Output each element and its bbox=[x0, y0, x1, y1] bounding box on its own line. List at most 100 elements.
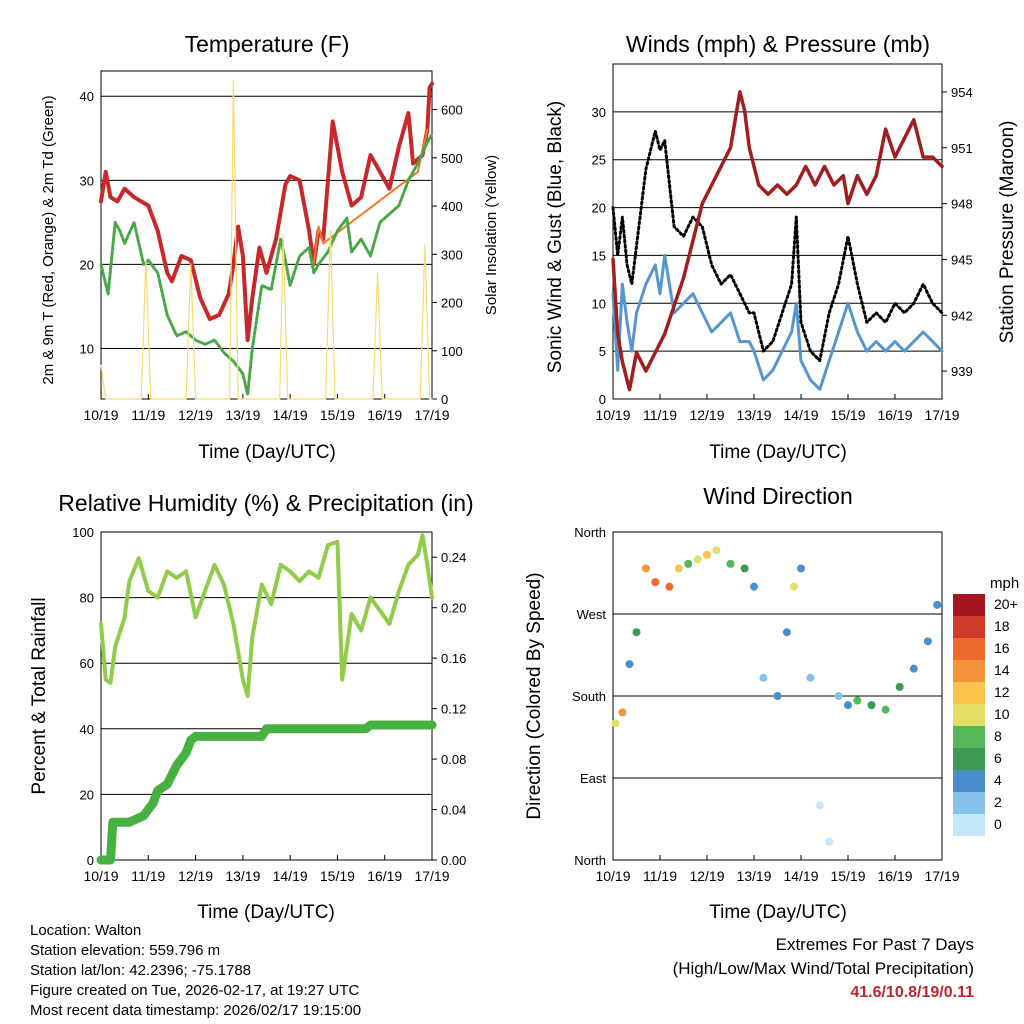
c0-y2tick-label: 0 bbox=[441, 392, 448, 407]
c3-dir-point bbox=[909, 664, 918, 673]
c3-dir-point bbox=[844, 701, 852, 710]
colorbar-label: 4 bbox=[994, 772, 1002, 788]
c0-ytick-label: 40 bbox=[80, 89, 94, 104]
figure-created: Figure created on Tue, 2026-02-17, at 19… bbox=[30, 982, 360, 999]
c2-ytick-label: 20 bbox=[80, 787, 94, 802]
c0-xtick-label: 13/19 bbox=[225, 407, 260, 423]
c0-xtick-label: 15/19 bbox=[320, 407, 355, 423]
c1-xtick-label: 13/19 bbox=[736, 407, 771, 423]
colorbar-label: 20+ bbox=[994, 596, 1018, 612]
c3-dir-point bbox=[740, 564, 749, 573]
c1-xtick-label: 17/19 bbox=[924, 407, 959, 423]
c3-dir-point bbox=[834, 692, 843, 700]
c3-xtick-label: 15/19 bbox=[830, 868, 865, 884]
c0-2m-t-line bbox=[99, 81, 434, 343]
c3-dir-point bbox=[825, 837, 834, 846]
winds-plot-frame bbox=[612, 63, 943, 400]
c3-dir-point bbox=[712, 546, 721, 555]
c1-ytick-label: 15 bbox=[592, 248, 606, 263]
extremes-values: 41.6/10.8/19/0.11 bbox=[850, 984, 974, 1001]
c3-dir-point bbox=[782, 628, 791, 637]
c3-xtick-label: 14/19 bbox=[783, 868, 818, 884]
c0-y2tick-label: 600 bbox=[441, 103, 463, 118]
c3-dir-point bbox=[867, 701, 876, 710]
c3-dir-point bbox=[618, 708, 627, 717]
c0-xtick-label: 11/19 bbox=[131, 407, 165, 423]
colorbar-label: 2 bbox=[994, 794, 1002, 810]
c3-dir-point bbox=[651, 578, 660, 587]
temperature-panel: Temperature (F) 2m & 9m T (Red, Orange) … bbox=[40, 31, 500, 463]
humidity-panel: Relative Humidity (%) & Precipitation (i… bbox=[29, 490, 474, 923]
c2-xtick-label: 16/19 bbox=[367, 868, 402, 884]
c3-dir-point bbox=[806, 673, 815, 682]
colorbar-swatch bbox=[953, 748, 985, 770]
c3-xtick-label: 11/19 bbox=[643, 868, 677, 884]
c1-ytick-label: 20 bbox=[592, 201, 606, 216]
c3-dir-point bbox=[789, 582, 798, 591]
colorbar-label: 8 bbox=[994, 728, 1002, 744]
c3-dir-point bbox=[895, 682, 904, 691]
c1-xtick-label: 14/19 bbox=[783, 407, 818, 423]
c3-dir-point bbox=[797, 564, 805, 573]
c3-dir-point bbox=[726, 559, 735, 568]
c3-dir-point bbox=[773, 692, 782, 700]
c0-2m-td-line bbox=[99, 132, 434, 397]
colorbar-label: 10 bbox=[994, 706, 1010, 722]
c2-y2tick-label: 0.20 bbox=[441, 601, 466, 616]
c3-dir-point bbox=[611, 719, 620, 728]
direction-title: Wind Direction bbox=[703, 483, 853, 509]
c3-dir-point bbox=[632, 628, 641, 637]
c2-xtick-label: 11/19 bbox=[131, 868, 165, 884]
temperature-xlabel: Time (Day/UTC) bbox=[198, 442, 336, 463]
c3-dir-point bbox=[665, 582, 674, 591]
c0-9m-t-line bbox=[312, 128, 429, 266]
c3-xtick-label: 16/19 bbox=[877, 868, 912, 884]
c0-solar-insolation-line bbox=[100, 80, 433, 400]
direction-xlabel: Time (Day/UTC) bbox=[709, 902, 847, 923]
c1-station-pressure-line bbox=[611, 90, 944, 392]
c2-y2tick-label: 0.04 bbox=[441, 803, 466, 818]
c1-xtick-label: 15/19 bbox=[830, 407, 865, 423]
c1-ytick-label: 10 bbox=[592, 296, 606, 311]
extremes-subtitle: (High/Low/Max Wind/Total Precipitation) bbox=[672, 959, 974, 978]
c1-ytick-label: 25 bbox=[592, 153, 606, 168]
colorbar-swatch bbox=[953, 638, 985, 660]
colorbar-swatch bbox=[953, 616, 985, 638]
station-elevation: Station elevation: 559.796 m bbox=[30, 942, 221, 959]
colorbar-swatch bbox=[953, 726, 985, 748]
c2-y2tick-label: 0.24 bbox=[441, 550, 466, 565]
humidity-xlabel: Time (Day/UTC) bbox=[197, 902, 335, 923]
c0-xtick-label: 17/19 bbox=[414, 407, 449, 423]
c0-y2tick-label: 200 bbox=[441, 296, 463, 311]
c2-xtick-label: 12/19 bbox=[178, 868, 213, 884]
colorbar-label: 12 bbox=[994, 684, 1010, 700]
colorbar-label: 6 bbox=[994, 750, 1002, 766]
colorbar-title: mph bbox=[990, 575, 1019, 592]
extremes-title: Extremes For Past 7 Days bbox=[775, 935, 974, 954]
direction-ylabel-left: Direction (Colored By Speed) bbox=[524, 572, 545, 819]
c3-dir-point bbox=[641, 564, 650, 573]
c2-y2tick-label: 0.00 bbox=[441, 853, 466, 868]
c3-xtick-label: 13/19 bbox=[736, 868, 771, 884]
c0-ytick-label: 10 bbox=[80, 342, 94, 357]
c3-dir-point bbox=[625, 660, 634, 669]
data-timestamp: Most recent data timestamp: 2026/02/17 1… bbox=[30, 1002, 362, 1019]
c1-xtick-label: 11/19 bbox=[643, 407, 677, 423]
colorbar-swatch bbox=[953, 594, 985, 616]
c2-ytick-label: 100 bbox=[72, 525, 94, 540]
c0-xtick-label: 16/19 bbox=[367, 407, 402, 423]
c2-y2tick-label: 0.16 bbox=[441, 651, 466, 666]
c2-xtick-label: 14/19 bbox=[273, 868, 308, 884]
c3-xtick-label: 10/19 bbox=[595, 868, 630, 884]
temperature-title: Temperature (F) bbox=[185, 31, 350, 57]
colorbar-swatch bbox=[953, 704, 985, 726]
c2-xtick-label: 15/19 bbox=[320, 868, 355, 884]
colorbar-swatch bbox=[953, 660, 985, 682]
station-latlon: Station lat/lon: 42.2396; -75.1788 bbox=[30, 962, 252, 979]
c1-ytick-label: 30 bbox=[592, 105, 606, 120]
c3-dir-point bbox=[815, 801, 824, 810]
c2-ytick-label: 60 bbox=[80, 656, 94, 671]
c2-ytick-label: 80 bbox=[80, 591, 94, 606]
colorbar-label: 16 bbox=[994, 640, 1010, 656]
c2-ytick-label: 0 bbox=[87, 853, 94, 868]
